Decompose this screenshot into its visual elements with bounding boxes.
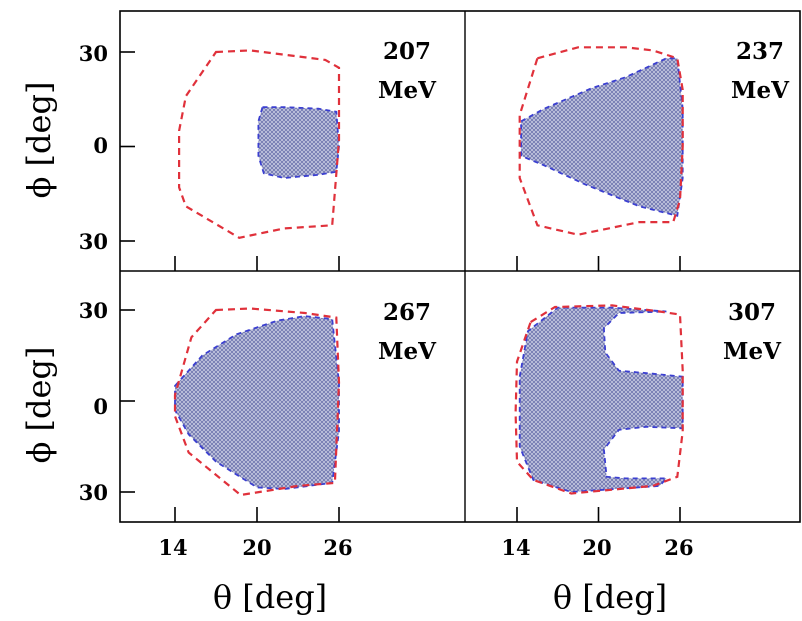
panel-top-right-regions: [518, 46, 684, 236]
panel-bottom-left-ticks: [120, 309, 340, 522]
plot-frame: [119, 10, 801, 523]
x-axis-label-left: θ [deg]: [213, 578, 327, 616]
y-tick-label-top-0: 0: [93, 133, 108, 158]
x-tick-label-left-26: 26: [323, 535, 352, 560]
panel-top-right-ticks: [516, 256, 681, 271]
panel-bottom-left: 267 MeV: [120, 299, 437, 522]
x-tick-labels: 14 20 26 14 20 26: [158, 535, 693, 560]
y-tick-label-bottom-neg30: 30: [79, 480, 108, 505]
panel-top-right: 237 MeV: [516, 38, 790, 271]
panel-bottom-left-unit: MeV: [378, 338, 437, 365]
x-tick-label-right-26: 26: [664, 535, 693, 560]
panel-bottom-right-shaded-region: [518, 306, 684, 493]
x-axis-label-right: θ [deg]: [553, 578, 667, 616]
y-tick-labels: 30 0 30 30 0 30: [79, 41, 108, 505]
panel-bottom-right-regions: [514, 304, 684, 495]
x-tick-label-left-20: 20: [242, 535, 271, 560]
y-tick-label-bottom-0: 0: [93, 394, 108, 419]
panel-top-left-shaded-region: [257, 106, 340, 179]
y-axis-label-top: ϕ [deg]: [20, 82, 58, 199]
x-tick-label-left-14: 14: [158, 535, 187, 560]
panel-top-left-regions: [178, 49, 341, 239]
panel-bottom-left-shaded-region: [174, 315, 340, 490]
panel-top-left-outer-boundary: [178, 49, 341, 239]
panel-top-left: 207 MeV: [120, 38, 437, 271]
y-tick-label-top-neg30: 30: [79, 229, 108, 254]
panel-bottom-right-unit: MeV: [723, 338, 782, 365]
panel-top-left-unit: MeV: [378, 77, 437, 104]
panel-top-right-unit: MeV: [731, 77, 790, 104]
panel-top-right-energy: 237: [736, 38, 784, 65]
panel-top-right-shaded-region: [520, 57, 684, 217]
y-tick-label-top-30: 30: [79, 41, 108, 66]
y-tick-label-bottom-30: 30: [79, 298, 108, 323]
panel-bottom-right: 307 MeV: [514, 299, 782, 522]
panel-bottom-right-energy: 307: [728, 299, 776, 326]
panel-top-left-ticks: [120, 51, 340, 271]
x-tick-label-right-20: 20: [582, 535, 611, 560]
x-tick-label-right-14: 14: [501, 535, 530, 560]
panel-bottom-left-energy: 267: [383, 299, 431, 326]
panel-bottom-left-outer-boundary: [173, 307, 341, 497]
panel-bottom-left-regions: [173, 307, 341, 497]
y-axis-label-bottom: ϕ [deg]: [20, 347, 58, 464]
panel-bottom-right-ticks: [516, 507, 681, 522]
panel-top-left-energy: 207: [383, 38, 431, 65]
panel-top-right-outer-boundary: [518, 46, 684, 236]
panel-bottom-right-outer-boundary: [514, 304, 684, 495]
